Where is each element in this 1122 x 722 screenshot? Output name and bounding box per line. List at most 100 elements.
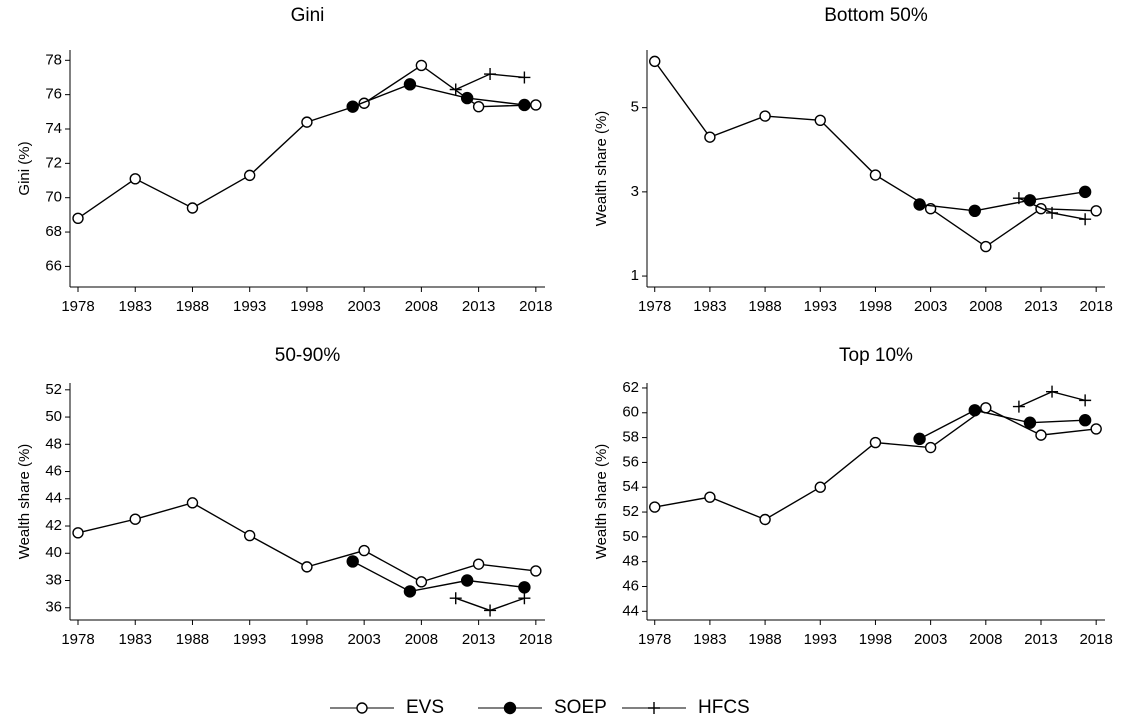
marker-filled-circle (1078, 185, 1092, 199)
marker-plus (518, 592, 531, 605)
marker-open-circle (415, 59, 428, 72)
marker-filled-circle (1078, 414, 1092, 427)
x-tick-label: 2003 (347, 631, 380, 648)
marker-plus (1046, 206, 1059, 219)
marker-open-circle (129, 173, 141, 185)
marker-open-circle (72, 212, 84, 225)
marker-filled-circle (968, 404, 981, 417)
x-tick-label: 1988 (748, 298, 781, 315)
marker-open-circle (759, 110, 771, 122)
marker-open-circle (186, 202, 199, 214)
y-tick-label: 54 (622, 478, 639, 495)
y-tick-label: 44 (622, 602, 639, 619)
x-tick-label: 1983 (119, 631, 152, 648)
marker-plus (484, 604, 497, 617)
marker-plus (648, 702, 660, 714)
marker-open-circle (869, 436, 882, 449)
x-tick-label: 1978 (638, 631, 671, 648)
marker-open-circle (704, 131, 716, 143)
x-tick-label: 2018 (519, 298, 552, 315)
x-tick-label: 1978 (61, 631, 94, 648)
marker-open-circle (980, 240, 992, 253)
marker-open-circle (1035, 429, 1047, 441)
y-tick-label: 50 (45, 408, 62, 425)
marker-open-circle (1090, 423, 1102, 435)
marker-plus (518, 71, 531, 84)
y-tick-label: 38 (45, 571, 62, 588)
x-tick-label: 2013 (462, 631, 495, 648)
y-tick-label: 68 (45, 223, 62, 240)
x-tick-label: 1988 (748, 631, 781, 648)
marker-plus (449, 83, 462, 96)
marker-open-circle (1090, 205, 1102, 217)
y-tick-label: 3 (631, 183, 639, 200)
marker-open-circle (243, 169, 256, 182)
x-tick-label: 2008 (405, 631, 438, 648)
y-tick-label: 76 (45, 86, 62, 103)
marker-open-circle (704, 491, 716, 503)
marker-open-circle (649, 501, 661, 513)
marker-open-circle (356, 702, 368, 714)
marker-open-circle (472, 100, 485, 113)
x-tick-label: 1978 (61, 298, 94, 315)
x-tick-label: 1998 (859, 631, 892, 648)
y-tick-label: 48 (45, 435, 62, 452)
marker-open-circle (72, 527, 84, 539)
x-tick-label: 1998 (859, 298, 892, 315)
panel-title: 50-90% (275, 345, 341, 366)
marker-filled-circle (460, 91, 474, 105)
marker-open-circle (814, 481, 826, 493)
marker-open-circle (759, 513, 771, 526)
x-tick-label: 1993 (233, 298, 266, 315)
series-line (919, 409, 1086, 440)
y-tick-label: 1 (631, 267, 639, 284)
panel-title: Top 10% (839, 345, 913, 366)
marker-filled-circle (1023, 416, 1037, 429)
y-tick-label: 46 (622, 577, 639, 594)
y-tick-label: 72 (45, 154, 62, 171)
x-tick-label: 1988 (176, 631, 209, 648)
legend-label: SOEP (554, 697, 607, 718)
marker-plus (449, 592, 462, 605)
marker-open-circle (649, 55, 661, 68)
x-tick-label: 2018 (1079, 631, 1112, 648)
y-tick-label: 40 (45, 544, 62, 561)
y-tick-label: 5 (631, 99, 639, 116)
x-tick-label: 1993 (804, 631, 837, 648)
series-line (77, 64, 536, 219)
x-tick-label: 1993 (804, 298, 837, 315)
marker-filled-circle (913, 432, 926, 446)
marker-filled-circle (403, 585, 417, 598)
marker-open-circle (472, 558, 485, 570)
y-axis-title: Gini (%) (16, 141, 33, 195)
y-tick-label: 52 (45, 381, 62, 398)
marker-open-circle (530, 565, 542, 577)
marker-filled-circle (346, 100, 359, 113)
y-tick-label: 78 (45, 51, 62, 68)
marker-open-circle (814, 114, 826, 127)
x-tick-label: 2008 (405, 298, 438, 315)
marker-plus (1012, 192, 1025, 205)
marker-plus (1079, 394, 1092, 407)
marker-filled-circle (968, 204, 981, 218)
x-tick-label: 2008 (969, 298, 1002, 315)
y-tick-label: 48 (622, 553, 639, 570)
marker-open-circle (869, 169, 882, 181)
marker-filled-circle (503, 701, 517, 715)
y-tick-label: 60 (622, 404, 639, 421)
x-tick-label: 1983 (693, 298, 726, 315)
y-tick-label: 58 (622, 429, 639, 446)
marker-plus (1079, 213, 1092, 226)
y-tick-label: 70 (45, 189, 62, 206)
panel-title: Bottom 50% (824, 5, 928, 26)
marker-open-circle (301, 561, 313, 573)
x-tick-label: 1988 (176, 298, 209, 315)
x-tick-label: 1998 (290, 298, 323, 315)
y-tick-label: 44 (45, 490, 62, 507)
marker-open-circle (415, 576, 428, 588)
marker-open-circle (243, 529, 256, 542)
y-tick-label: 66 (45, 257, 62, 274)
series-line (654, 60, 1097, 248)
y-axis-title: Wealth share (%) (16, 444, 33, 560)
